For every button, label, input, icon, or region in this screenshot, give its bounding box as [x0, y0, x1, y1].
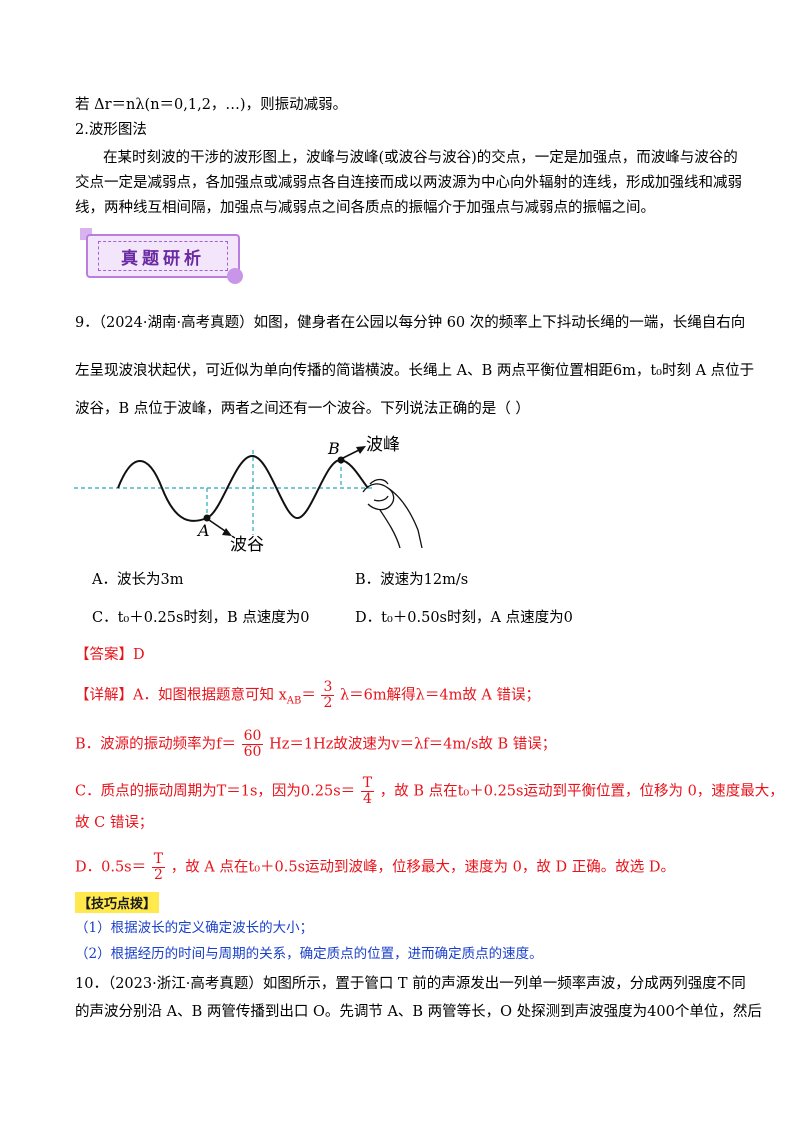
tip-line: （2）根据经历的时间与周期的关系，确定质点的位置，进而确定质点的速度。	[75, 946, 543, 962]
badge-inner-border	[98, 241, 228, 271]
option-b: B．波速为12m/s	[355, 572, 469, 588]
answer-line: 【答案】D	[75, 647, 145, 663]
paragraph-line: 在某时刻波的干涉的波形图上，波峰与波峰(或波谷与波谷)的交点，一定是加强点，而波…	[103, 150, 738, 166]
option-a: A．波长为3m	[92, 572, 184, 588]
label-b: B	[327, 439, 340, 458]
label-crest: 波峰	[366, 435, 400, 455]
hand-drawing	[362, 478, 423, 549]
question-9-line: 左呈现波浪状起伏，可近似为单向传播的简谐横波。长绳上 A、B 两点平衡位置相距6…	[75, 363, 755, 379]
question-9-line: 波谷，B 点位于波峰，两者之间还有一个波谷。下列说法正确的是（ ）	[75, 401, 530, 417]
paragraph-line: 交点一定是减弱点，各加强点或减弱点各自连接而成以两波源为中心向外辐射的连线，形成…	[75, 175, 742, 191]
badge-title: 真题研析	[121, 249, 205, 269]
option-c: C．t₀＋0.25s时刻，B 点速度为0	[92, 610, 310, 626]
label-trough: 波谷	[230, 535, 264, 555]
option-d: D．t₀＋0.50s时刻，A 点速度为0	[355, 610, 573, 626]
question-10-line: 的声波分别沿 A、B 两管传播到出口 O。先调节 A、B 两管等长，O 处探测到…	[75, 1004, 762, 1020]
label-a: A	[196, 521, 210, 540]
intro-line: 若 Δr＝nλ(n＝0,1,2，…)，则振动减弱。	[75, 97, 348, 113]
detail-b: B．波源的振动频率为f＝ 60 60 Hz＝1Hz故波速为v＝λf＝4m/s故 B…	[75, 728, 557, 760]
section-heading: 2.波形图法	[75, 122, 147, 138]
badge-decoration	[227, 268, 243, 284]
wave-figure: B 波峰 A 波谷	[74, 435, 423, 555]
tips-title: 【技巧点拨】	[75, 892, 160, 913]
paragraph-line: 线，两种线互相间隔，加强点与减弱点之间各质点的振幅介于加强点与减弱点的振幅之间。	[75, 200, 655, 216]
arrow-head	[222, 528, 232, 536]
point-a	[203, 514, 211, 522]
section-badge: 真题研析	[80, 228, 243, 284]
detail-c-line2: 故 C 错误；	[75, 815, 154, 831]
tip-line: （1）根据波长的定义确定波长的大小；	[75, 920, 314, 936]
badge-box: 真题研析	[86, 234, 240, 278]
question-10-line: 10．（2023·浙江·高考真题）如图所示，置于管口 T 前的声源发出一列单一频…	[75, 976, 746, 992]
question-9-line: 9．（2024·湖南·高考真题）如图，健身者在公园以每分钟 60 次的频率上下抖…	[75, 315, 746, 331]
arrow-head	[356, 446, 366, 454]
point-b	[337, 456, 345, 464]
